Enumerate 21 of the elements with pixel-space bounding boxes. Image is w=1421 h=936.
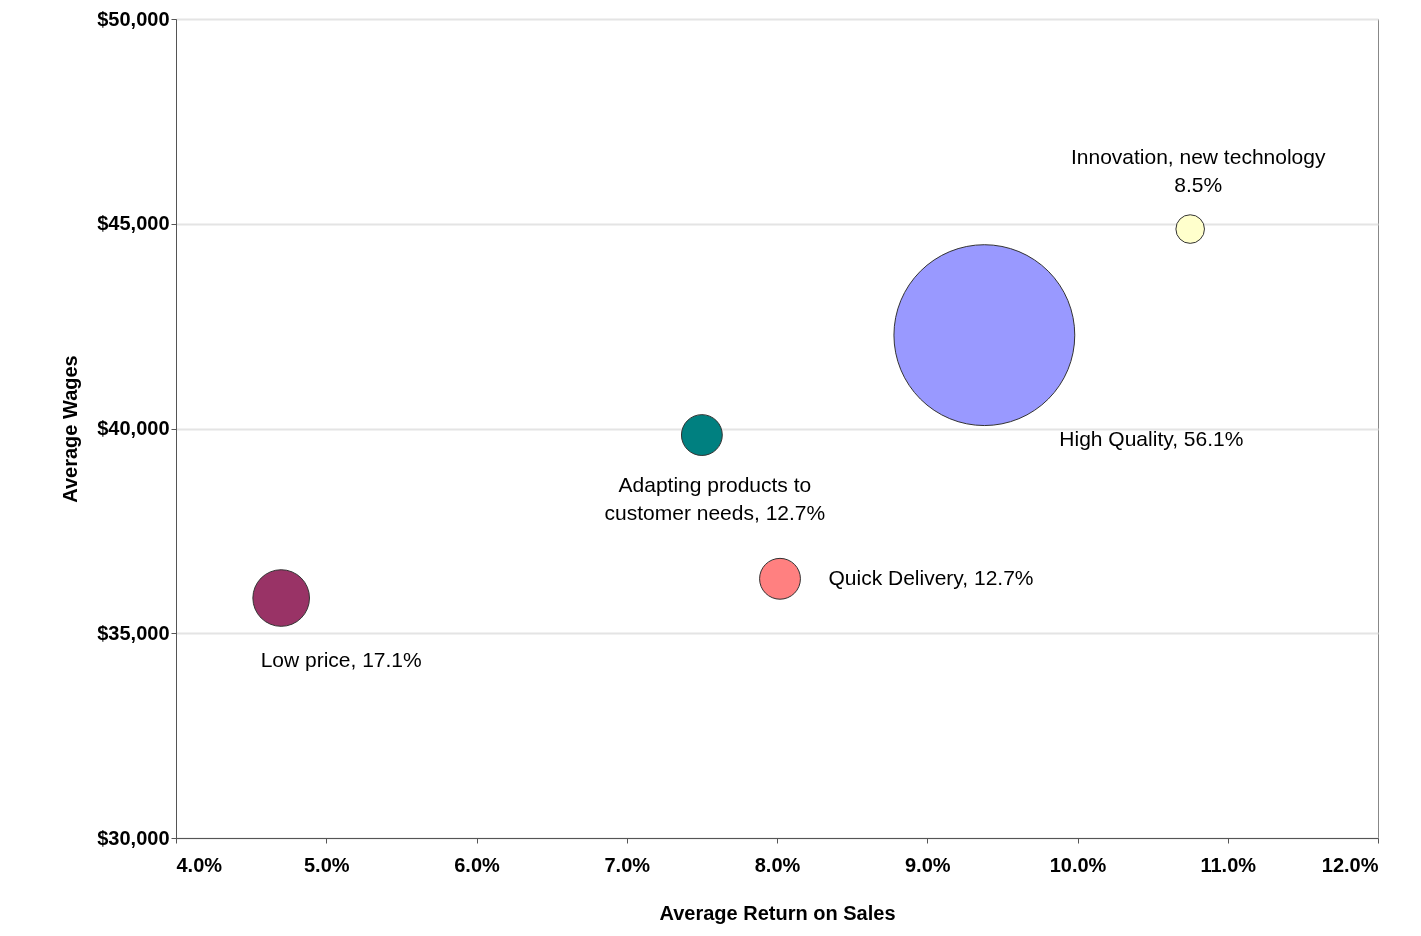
y-tick-label: $40,000	[97, 417, 170, 439]
x-tick-label: 8.0%	[754, 853, 801, 876]
y-tick-label: $45,000	[97, 212, 170, 235]
y-tick-label: $50,000	[97, 7, 170, 30]
annotation: Quick Delivery, 12.7%	[828, 565, 1034, 589]
y-tick-label: $30,000	[97, 826, 170, 849]
x-tick-label: 10.0%	[1049, 853, 1107, 876]
annotation: Innovation, new technology 8.5%	[1070, 145, 1326, 197]
annotation: Adapting products to customer needs, 12.7%	[604, 473, 826, 525]
x-tick-label: 12.0%	[1321, 853, 1379, 876]
y-axis-title: Average Wages	[59, 355, 82, 503]
x-tick-label: 11.0%	[1200, 853, 1257, 876]
x-axis-title: Average Return on Sales	[659, 901, 896, 924]
x-tick-label: 5.0%	[303, 853, 350, 876]
y-tick-label: $35,000	[97, 621, 170, 644]
x-tick-label: 4.0%	[176, 853, 223, 876]
annotation: Low price, 17.1%	[260, 648, 422, 672]
x-tick-label: 6.0%	[454, 853, 501, 876]
annotation: High Quality, 56.1%	[1059, 427, 1244, 451]
x-tick-label: 7.0%	[604, 853, 651, 876]
x-tick-label: 9.0%	[904, 853, 951, 876]
